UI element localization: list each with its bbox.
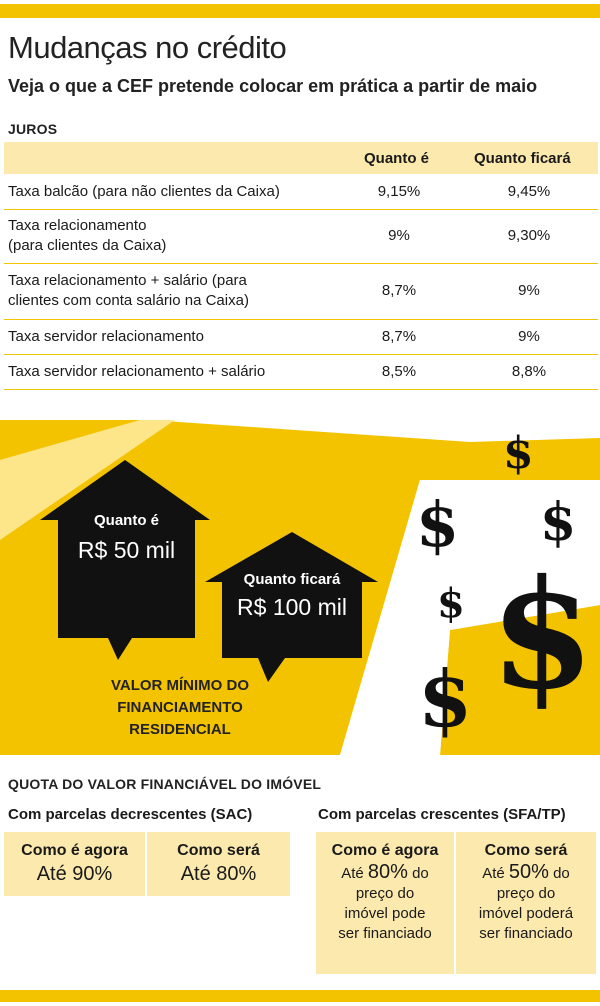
top-accent-bar <box>0 4 600 18</box>
column-header-future: Quanto ficará <box>474 150 571 167</box>
row-value-future: 9% <box>518 328 540 345</box>
sfa-future-line: preço do <box>496 885 556 902</box>
row-value-future: 9,45% <box>507 183 551 200</box>
sfa-future-prefix: Até <box>482 865 505 882</box>
sac-future-cell: Como será Até 80% <box>147 832 290 896</box>
row-label: Taxa balcão (para não clientes da Caixa) <box>8 183 280 200</box>
row-value-now: 8,7% <box>381 282 417 299</box>
illustration-graphics <box>0 420 600 755</box>
sfa-now-prefix: Até <box>341 865 364 882</box>
sac-now-value: Até 90% <box>36 863 113 885</box>
sfa-now-line: ser financiado <box>338 925 432 942</box>
row-label: Taxa relacionamento <box>8 217 147 234</box>
sac-box: Como é agora Até 90% Como será Até 80% <box>4 832 290 896</box>
table-row: Taxa servidor relacionamento + salário 8… <box>4 355 598 390</box>
sfa-now-head: Como é agora <box>331 842 439 859</box>
sac-future-value: Até 80% <box>180 863 257 885</box>
dollar-sign-icon: $ <box>437 580 465 627</box>
row-value-now: 8,5% <box>381 363 417 380</box>
sfa-now-cell: Como é agora Até 80% do preço do imóvel … <box>316 832 456 974</box>
house-now-label: Quanto é <box>93 512 159 529</box>
table-row: Taxa relacionamento + salário (para clie… <box>4 264 598 320</box>
row-value-future: 9,30% <box>507 227 551 244</box>
row-label-line2: clientes com conta salário na Caixa) <box>8 292 249 309</box>
sac-now-head: Como é agora <box>21 842 128 859</box>
bottom-accent-bar <box>0 990 600 1002</box>
column-header-now: Quanto é <box>364 150 430 167</box>
sfa-now-suffix: do <box>412 865 429 882</box>
sfa-title: Com parcelas crescentes (SFA/TP) <box>318 806 566 823</box>
row-value-future: 8,8% <box>511 363 547 380</box>
page-title: Mudanças no crédito <box>8 30 287 65</box>
sfa-future-suffix: do <box>553 865 570 882</box>
row-label: Taxa relacionamento + salário (para <box>8 272 247 289</box>
dollar-sign-icon: $ <box>490 547 595 723</box>
caption-line: RESIDENCIAL <box>129 721 231 738</box>
dollar-sign-icon: $ <box>418 654 473 745</box>
dollar-sign-icon: $ <box>503 428 534 479</box>
row-value-now: 9,15% <box>377 183 421 200</box>
sfa-now-line: imóvel pode <box>344 905 426 922</box>
light-beam-top <box>150 420 600 442</box>
sfa-future-line: ser financiado <box>479 925 573 942</box>
sfa-now-line: preço do <box>355 885 415 902</box>
caption-line: FINANCIAMENTO <box>117 699 243 716</box>
house-now-value: R$ 50 mil <box>77 537 176 563</box>
row-value-future: 9% <box>518 282 540 299</box>
row-label-line2: (para clientes da Caixa) <box>8 237 167 254</box>
sac-future-head: Como será <box>177 842 260 859</box>
row-label: Taxa servidor relacionamento <box>8 328 204 345</box>
sfa-future-head: Como será <box>484 842 568 859</box>
sfa-future-text: Até 50% do preço do imóvel poderá ser fi… <box>456 862 596 944</box>
sfa-future-pct: 50% <box>508 861 549 883</box>
sfa-future-cell: Como será Até 50% do preço do imóvel pod… <box>456 832 596 974</box>
row-value-now: 8,7% <box>381 328 417 345</box>
sfa-future-line: imóvel poderá <box>478 905 574 922</box>
juros-section-label: JUROS <box>8 121 58 137</box>
dollar-sign-icon: $ <box>540 492 577 553</box>
table-row: Taxa relacionamento (para clientes da Ca… <box>4 210 598 264</box>
minimum-financing-caption: VALOR MÍNIMO DO FINANCIAMENTO RESIDENCIA… <box>70 675 290 741</box>
row-label: Taxa servidor relacionamento + salário <box>8 363 266 380</box>
sfa-now-pct: 80% <box>367 861 408 883</box>
white-wedge <box>340 480 600 755</box>
sfa-now-text: Até 80% do preço do imóvel pode ser fina… <box>316 862 454 944</box>
house-future-icon <box>205 532 378 682</box>
page-subtitle: Veja o que a CEF pretende colocar em prá… <box>8 76 538 96</box>
table-row: Taxa servidor relacionamento 8,7% 9% <box>4 320 598 355</box>
sac-title: Com parcelas decrescentes (SAC) <box>8 806 253 823</box>
interest-rate-table: Quanto é Quanto ficará Taxa balcão (para… <box>4 142 598 390</box>
light-beam-left <box>0 420 175 540</box>
sfa-box: Como é agora Até 80% do preço do imóvel … <box>316 832 596 974</box>
row-value-now: 9% <box>388 227 410 244</box>
caption-line: VALOR MÍNIMO DO <box>110 677 250 694</box>
table-header: Quanto é Quanto ficará <box>4 142 598 174</box>
dollar-sign-icon: $ <box>416 488 460 561</box>
sac-now-cell: Como é agora Até 90% <box>4 832 147 896</box>
yellow-background-right <box>440 605 600 755</box>
house-future-label: Quanto ficará <box>243 571 341 588</box>
table-row: Taxa balcão (para não clientes da Caixa)… <box>4 174 598 210</box>
minimum-financing-illustration: Quanto é R$ 50 mil Quanto ficará R$ 100 … <box>0 420 600 755</box>
house-now-icon <box>40 460 210 660</box>
house-future-value: R$ 100 mil <box>237 594 347 620</box>
quota-section-label: QUOTA DO VALOR FINANCIÁVEL DO IMÓVEL <box>8 776 322 792</box>
